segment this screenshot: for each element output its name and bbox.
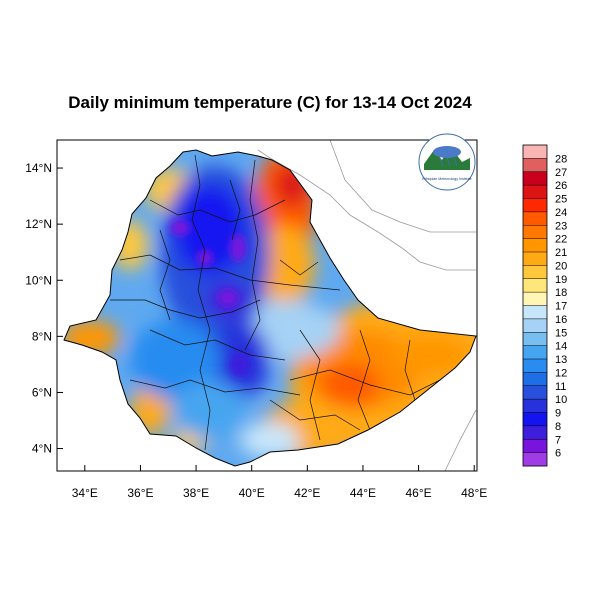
colorbar-label: 21 — [555, 247, 567, 259]
x-tick-label: 44°E — [350, 486, 376, 500]
colorbar-swatch — [523, 265, 547, 280]
y-tick-label: 12°N — [25, 217, 52, 231]
y-axis: 14°N 12°N 10°N 8°N 6°N 4°N — [25, 161, 63, 456]
colorbar-swatch — [523, 171, 547, 186]
zone-boundaries — [110, 154, 441, 451]
colorbar-swatch — [523, 145, 547, 159]
colorbar-label: 8 — [555, 421, 561, 433]
ethiopia-border — [63, 149, 477, 467]
emi-logo: Ethiopian Meteorology Institute — [418, 133, 476, 191]
x-tick-label: 42°E — [294, 486, 320, 500]
colorbar-label: 18 — [555, 287, 567, 299]
colorbar-label: 13 — [555, 354, 567, 366]
colorbar-label: 15 — [555, 327, 567, 339]
colorbar-swatch — [523, 372, 547, 387]
y-tick-label: 14°N — [25, 161, 52, 175]
colorbar-label: 12 — [555, 367, 567, 379]
colorbar-swatch — [523, 198, 547, 213]
x-tick-label: 46°E — [406, 486, 432, 500]
colorbar-label: 23 — [555, 220, 567, 232]
colorbar-swatch — [523, 211, 547, 226]
x-tick-label: 36°E — [127, 486, 153, 500]
x-tick-label: 38°E — [183, 486, 209, 500]
x-axis: 34°E 36°E 38°E 40°E 42°E 44°E 46°E 48°E — [72, 465, 487, 500]
colorbar-label: 9 — [555, 408, 561, 420]
colorbar: 2827262524232221201918171615141312111098… — [522, 144, 567, 467]
x-tick-label: 34°E — [72, 486, 98, 500]
plot-frame — [56, 139, 478, 472]
colorbar-swatch — [523, 318, 547, 333]
colorbar-swatch — [523, 225, 547, 239]
colorbar-label: 14 — [555, 341, 567, 353]
colorbar-label: 7 — [555, 434, 561, 446]
colorbar-swatch — [523, 278, 547, 293]
colorbar-swatch — [523, 185, 547, 199]
colorbar-label: 27 — [555, 167, 567, 179]
map-title: Daily minimum temperature (C) for 13-14 … — [68, 93, 472, 112]
colorbar-label: 10 — [555, 394, 567, 406]
colorbar-swatch — [523, 399, 547, 413]
colorbar-label: 24 — [555, 207, 567, 219]
colorbar-label: 26 — [555, 180, 567, 192]
colorbar-swatch — [523, 305, 547, 320]
colorbar-label: 17 — [555, 301, 567, 313]
colorbar-swatch — [523, 412, 547, 427]
colorbar-label: 16 — [555, 314, 567, 326]
colorbar-label: 19 — [555, 274, 567, 286]
colorbar-swatch — [523, 332, 547, 346]
colorbar-swatch — [523, 345, 547, 360]
colorbar-label: 11 — [555, 381, 566, 393]
colorbar-swatch — [523, 292, 547, 306]
colorbar-swatch — [523, 425, 547, 440]
colorbar-label: 22 — [555, 234, 567, 246]
y-tick-label: 10°N — [25, 273, 52, 287]
colorbar-swatch — [523, 238, 547, 253]
colorbar-swatch — [523, 158, 547, 173]
colorbar-label: 6 — [555, 448, 561, 460]
y-tick-label: 4°N — [32, 442, 52, 456]
colorbar-label: 20 — [555, 260, 567, 272]
colorbar-label: 25 — [555, 194, 567, 206]
colorbar-swatch — [523, 452, 547, 467]
x-tick-label: 40°E — [239, 486, 265, 500]
neighbour-borders — [257, 139, 477, 472]
y-tick-label: 6°N — [32, 385, 52, 399]
y-tick-label: 8°N — [32, 329, 52, 343]
x-tick-label: 48°E — [461, 486, 487, 500]
colorbar-swatch — [523, 439, 547, 453]
logo-text: Ethiopian Meteorology Institute — [422, 177, 471, 181]
colorbar-label: 28 — [555, 153, 567, 165]
colorbar-swatch — [523, 359, 547, 373]
colorbar-swatch — [523, 252, 547, 266]
colorbar-swatch — [523, 385, 547, 400]
